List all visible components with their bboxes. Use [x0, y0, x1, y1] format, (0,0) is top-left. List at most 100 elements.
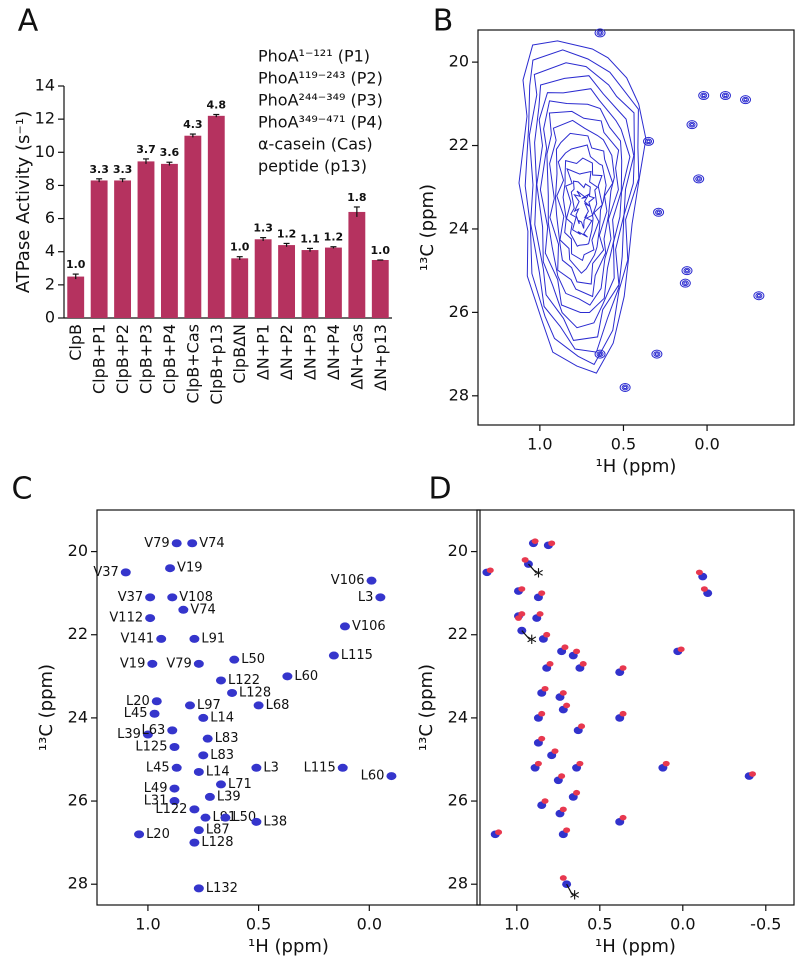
peak	[134, 830, 145, 839]
peak-contour	[695, 176, 703, 182]
peak-label: V79	[144, 536, 169, 551]
peak	[253, 701, 264, 710]
contour-level	[562, 157, 603, 262]
peak	[579, 661, 587, 667]
peak-contour	[723, 93, 728, 98]
peak-label: L49	[144, 781, 168, 796]
y-axis-label: ATPase Activity (s⁻¹)	[13, 111, 34, 293]
peak-contour	[681, 266, 693, 276]
bar-annotation: 1.0	[230, 241, 250, 254]
x-tick-label: 0.5	[587, 915, 612, 934]
peak-contour	[755, 292, 763, 299]
peak-label: V108	[179, 590, 213, 605]
peak	[187, 539, 198, 548]
peak-label: L115	[341, 648, 373, 663]
x-tick-label: 1.0	[504, 915, 529, 934]
peak	[576, 760, 584, 767]
peak-contour	[681, 280, 689, 287]
peak-contour	[684, 268, 689, 273]
peak-contour	[653, 351, 661, 357]
peak	[189, 838, 200, 847]
peak	[366, 576, 377, 585]
peak-contour	[679, 278, 691, 288]
peak-contour	[696, 177, 701, 181]
peak-contour	[740, 95, 752, 105]
peak-contour	[686, 120, 698, 130]
plot-frame	[477, 29, 795, 426]
bar	[348, 211, 366, 318]
peak-label: L45	[146, 760, 170, 775]
contour-level	[539, 100, 623, 313]
peak	[559, 690, 567, 696]
peak-label: V106	[352, 619, 386, 634]
peak-label: V74	[190, 602, 215, 617]
y-tick-label: 28	[448, 874, 468, 893]
legend-note: PhoA³⁴⁹⁻⁴⁷¹ (P4)	[258, 113, 383, 132]
peak	[386, 772, 397, 781]
peak	[662, 760, 670, 767]
peak	[578, 723, 586, 730]
peak-label: L60	[361, 769, 385, 784]
peak-label: L132	[206, 881, 238, 896]
y-tick-label: 28	[68, 874, 88, 893]
peak	[534, 760, 542, 767]
x-tick-label: ΔN+P3	[301, 324, 320, 380]
x-tick-label: ClpB+p13	[207, 324, 226, 405]
contour-level	[554, 132, 614, 285]
peak	[220, 813, 231, 822]
peak	[193, 767, 204, 776]
peak	[521, 557, 529, 563]
peak-label: L31	[144, 794, 168, 809]
peak	[142, 730, 153, 739]
peak	[749, 771, 757, 777]
x-tick-label: ΔN+Cas	[347, 324, 366, 390]
peak	[184, 701, 195, 710]
x-tick-label: ClpB+P4	[160, 324, 179, 394]
peak-contour	[596, 351, 604, 357]
peak	[541, 685, 549, 692]
peak-label: L128	[239, 685, 271, 700]
peak-label: L68	[266, 698, 290, 713]
peak	[558, 773, 566, 779]
annotation: *	[570, 887, 580, 911]
peak	[149, 709, 160, 718]
peak-contour	[596, 30, 604, 36]
bar	[114, 180, 132, 318]
peak-contour	[598, 352, 603, 356]
x-tick-label: 0.0	[357, 915, 382, 934]
peak	[563, 827, 571, 833]
peak	[561, 644, 569, 651]
peak	[193, 884, 204, 893]
y-tick-label: 14	[35, 76, 55, 95]
panel-label: A	[18, 4, 39, 39]
x-tick-label: ClpBΔN	[230, 324, 249, 384]
peak	[495, 829, 503, 836]
peak-label: L20	[146, 827, 170, 842]
peak-label: L3	[263, 760, 279, 775]
peak-label: L14	[206, 764, 230, 779]
peak-label: V112	[109, 611, 143, 626]
peak	[189, 805, 200, 814]
peak-label: L14	[210, 710, 234, 725]
peak-label: L122	[155, 802, 187, 817]
arrow	[528, 563, 537, 574]
x-tick-label: ClpB+P2	[113, 324, 132, 394]
plot-frame	[476, 509, 795, 906]
peak	[215, 676, 226, 685]
peak-contour	[701, 93, 706, 98]
y-tick-label: 22	[448, 624, 468, 643]
peak	[193, 659, 204, 668]
x-tick-label: ClpB	[66, 324, 85, 361]
y-tick-label: 26	[68, 791, 88, 810]
bar-annotation: 1.2	[324, 231, 344, 244]
peak-label: L91	[201, 631, 225, 646]
bar	[254, 239, 272, 318]
peak-label: L97	[197, 698, 221, 713]
peak	[193, 826, 204, 835]
y-axis-label: ¹³C (ppm)	[36, 664, 57, 751]
bar-annotation: 3.3	[89, 163, 109, 176]
peak	[531, 538, 539, 544]
peak-contour	[619, 382, 631, 392]
